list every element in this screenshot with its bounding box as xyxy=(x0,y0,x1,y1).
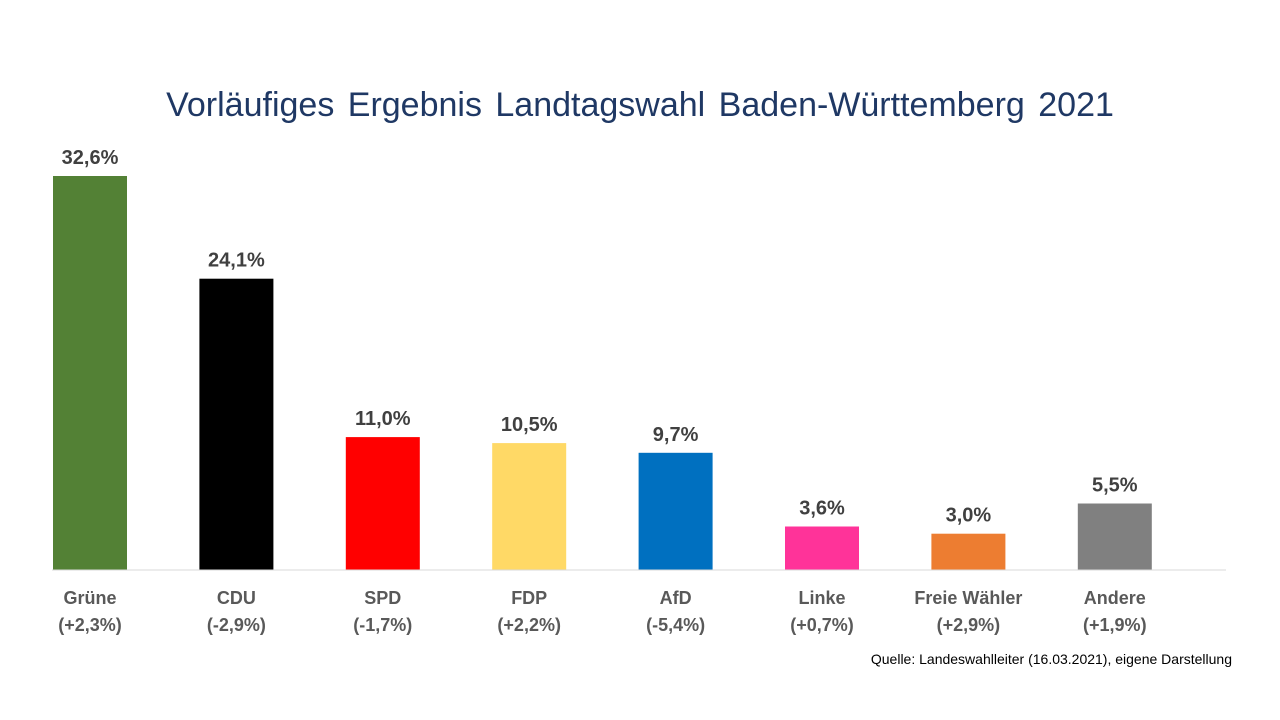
category-label-spd: SPD xyxy=(364,588,401,608)
change-label-afd: (-5,4%) xyxy=(646,615,705,635)
bar-gruene xyxy=(53,176,127,570)
chart-title: Vorläufiges Ergebnis Landtagswahl Baden-… xyxy=(166,86,1114,124)
category-label-andere: Andere xyxy=(1084,588,1146,608)
value-label-freie-waehler: 3,0% xyxy=(946,505,992,527)
bar-freie-waehler xyxy=(931,533,1006,570)
value-label-spd: 11,0% xyxy=(355,408,411,430)
value-label-linke: 3,6% xyxy=(799,498,845,520)
labels-layer: 32,6% Grüne (+2,3%) 24,1% CDU (-2,9%) 11,0% SPD… xyxy=(58,147,1146,635)
change-label-freie-waehler: (+2,9%) xyxy=(937,615,1001,635)
value-label-fdp: 10,5% xyxy=(501,414,558,436)
change-label-spd: (-1,7%) xyxy=(353,615,412,635)
value-label-gruene: 32,6% xyxy=(62,147,119,169)
category-label-gruene: Grüne xyxy=(63,588,116,608)
bars-layer xyxy=(53,176,1152,570)
value-label-andere: 5,5% xyxy=(1092,475,1138,497)
value-label-cdu: 24,1% xyxy=(208,250,265,272)
source-note: Quelle: Landeswahlleiter (16.03.2021), e… xyxy=(870,651,1232,667)
bar-spd xyxy=(345,437,420,570)
bar-cdu xyxy=(199,278,274,570)
change-label-fdp: (+2,2%) xyxy=(497,615,561,635)
change-label-gruene: (+2,3%) xyxy=(58,615,122,635)
category-label-linke: Linke xyxy=(798,588,845,608)
change-label-cdu: (-2,9%) xyxy=(207,615,266,635)
change-label-andere: (+1,9%) xyxy=(1083,615,1147,635)
change-label-linke: (+0,7%) xyxy=(790,615,854,635)
category-label-cdu: CDU xyxy=(217,588,256,608)
bar-linke xyxy=(785,526,859,570)
category-label-freie-waehler: Freie Wähler xyxy=(914,588,1022,608)
bar-fdp xyxy=(492,443,567,570)
value-label-afd: 9,7% xyxy=(653,424,699,446)
category-label-afd: AfD xyxy=(660,588,692,608)
bar-andere xyxy=(1077,503,1152,570)
bar-afd xyxy=(638,452,713,570)
category-label-fdp: FDP xyxy=(511,588,547,608)
